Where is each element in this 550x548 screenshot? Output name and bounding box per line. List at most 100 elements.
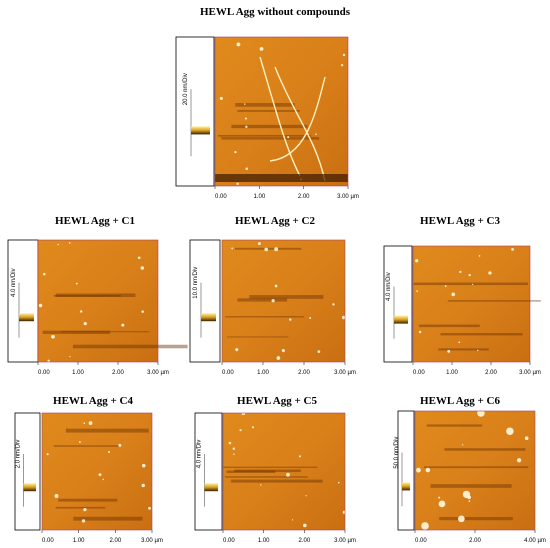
dark-band [215,174,348,182]
particle [462,490,471,499]
scale-box [175,36,215,187]
particle [148,506,151,510]
particle [231,247,234,250]
particle [478,255,481,257]
fibril [259,56,326,182]
scale-label: 50.0 nm/Div [394,437,400,469]
particle [228,441,232,445]
particle [271,299,275,303]
particle [141,463,146,468]
afm-frame [214,36,349,187]
x-tick-label: 1.00 [253,194,265,200]
particle [342,315,346,320]
scan-streak [225,316,305,318]
x-tick-label: 2.00 [298,538,310,544]
particle [415,259,419,263]
color-bar [23,483,36,492]
scan-streak [226,470,276,473]
color-bar [201,313,216,322]
scale-box [7,239,39,363]
particle [342,510,347,514]
afm-frame [221,239,346,363]
particle [340,63,344,67]
particle [524,436,529,441]
particle [298,455,301,458]
particle [219,96,223,100]
particle [118,443,122,447]
scan-streak [444,448,526,451]
particle [488,271,492,275]
afm-frame [41,412,153,531]
particle [416,290,418,292]
scan-streak [230,479,323,483]
scan-streak [237,298,288,302]
scale-label: 10.0 nm/Div [193,267,199,299]
scan-streak [234,469,301,473]
afm-frame [412,245,531,363]
x-tick-label: 1.00 [258,538,270,544]
scan-streak [430,484,512,488]
x-tick-label: 0.00 [415,538,427,544]
scan-streak [61,331,149,333]
particle [245,125,248,129]
x-tick-label: 2.00 [298,194,310,200]
panel-title: HEWL Agg + C2 [235,215,315,227]
particle [42,272,46,276]
afm-frame [37,239,159,363]
panel-title: HEWL Agg + C5 [237,395,317,407]
x-tick-label: 3.00 µm [334,370,356,376]
particle [305,495,307,497]
x-tick-label: 2.00 [485,370,497,376]
x-tick-label: 4.00 µm [524,538,546,544]
particle [421,522,429,530]
color-bar [19,313,34,322]
particle [332,303,335,306]
particle [79,310,83,313]
afm-texture [38,242,188,363]
particle [476,349,479,352]
particle [259,46,264,51]
scale-label: 4.0 nm/Div [197,440,203,469]
scale-box [194,412,223,531]
particle [69,356,71,358]
particle [83,508,87,512]
color-bar [204,483,218,492]
particle [468,500,471,502]
scale-label: 4.0 nm/Div [386,272,392,301]
particle [68,242,71,244]
color-bar [402,482,410,491]
scan-streak [55,293,136,297]
x-tick-label: 0.00 [222,370,234,376]
particle [251,426,254,429]
particle [236,42,241,47]
panel-title: HEWL Agg + C4 [53,395,133,407]
x-tick-label: 0.00 [223,538,235,544]
scan-streak [237,110,300,112]
panel-title: HEWL Agg + C3 [420,215,500,227]
particle [88,421,93,425]
x-tick-label: 0.00 [42,538,54,544]
x-tick-label: 1.00 [257,370,269,376]
scale-box [397,410,415,531]
particle [38,303,43,308]
particle [107,450,111,454]
scan-streak [426,424,483,427]
particle [457,515,465,523]
particle [451,292,456,297]
afm-texture [416,409,529,530]
afm-image [222,240,345,362]
particle [257,242,261,246]
particle [289,318,292,321]
particle [274,284,278,288]
particle [309,317,312,319]
scan-streak [447,300,541,302]
particle [141,483,145,488]
scale-label: 20.0 nm/Div [183,73,189,105]
particle [286,472,290,477]
afm-texture [223,411,347,528]
scan-streak [438,348,489,351]
particle [459,270,462,274]
particle [232,447,235,450]
particle [418,330,422,334]
